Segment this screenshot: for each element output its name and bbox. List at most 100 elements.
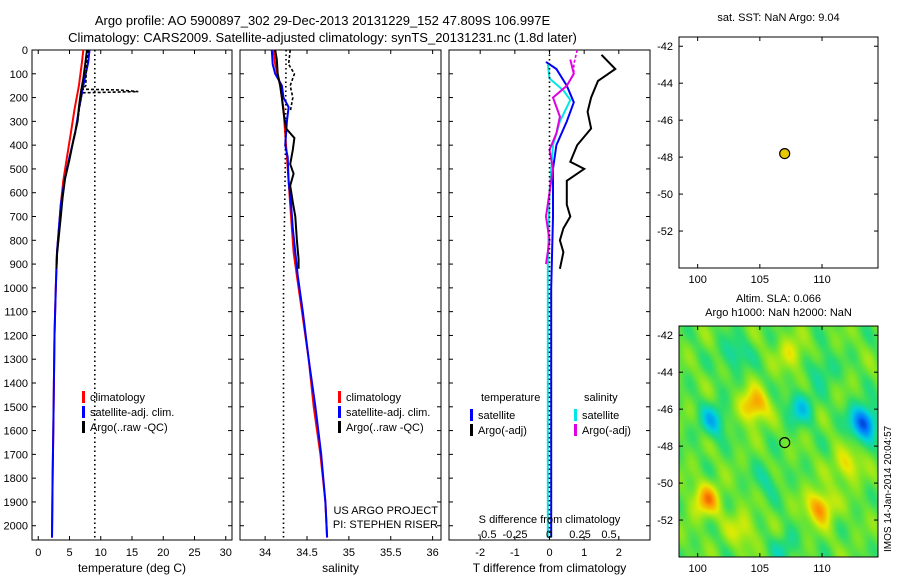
- x-axis-label: temperature (deg C): [78, 561, 186, 575]
- panel-difference: -2 -1 0 1 2 T difference from climatology temp…: [448, 49, 651, 575]
- legend-label: satellite: [478, 410, 515, 422]
- x-tick-label: 0: [546, 547, 552, 559]
- legend-label: satellite-adj. clim.: [346, 407, 430, 419]
- depth-tick-label: 2000: [4, 521, 28, 533]
- legend-swatch: [82, 391, 85, 403]
- project-annotation: PI: STEPHEN RISER: [333, 519, 438, 531]
- map-title: Altim. SLA: 0.066: [736, 293, 821, 305]
- depth-tick-label: 300: [10, 116, 28, 128]
- lon-tick-label: 105: [751, 563, 769, 575]
- depth-tick-label: 1200: [4, 330, 28, 342]
- lat-tick-label: -42: [657, 41, 673, 53]
- lat-tick-label: -42: [657, 330, 673, 342]
- sla-heatmap: [679, 326, 878, 557]
- x-tick-label: 5: [66, 547, 72, 559]
- depth-tick-label: 1500: [4, 402, 28, 414]
- depth-tick-label: 800: [10, 235, 28, 247]
- location_sla-axes-box: [678, 325, 879, 558]
- float-location-marker: [779, 436, 791, 449]
- series-line: [282, 49, 287, 538]
- legend-title: temperature: [481, 392, 540, 404]
- series-line: [76, 49, 139, 122]
- legend-label: Argo(..raw -QC): [346, 422, 424, 434]
- lat-tick-label: -52: [657, 226, 673, 238]
- lat-tick-label: -44: [657, 367, 673, 379]
- legend-swatch: [574, 409, 577, 421]
- series-line: [274, 49, 300, 269]
- x-tick-label: -2: [475, 547, 485, 559]
- x-tick-label: 10: [95, 547, 107, 559]
- series-line: [572, 49, 578, 74]
- depth-tick-label: 1800: [4, 473, 28, 485]
- imos-timestamp: IMOS 14-Jan-2014 20:04:57: [883, 425, 894, 552]
- depth-tick-label: 200: [10, 93, 28, 105]
- series-line: [544, 59, 575, 265]
- x-axis-label: T difference from climatology: [473, 561, 627, 575]
- legend-label: Argo(-adj): [478, 425, 527, 437]
- legend-swatch: [338, 391, 341, 403]
- x-tick-label: 0: [35, 547, 41, 559]
- depth-tick-label: 600: [10, 188, 28, 200]
- location_sst-axes-box: [678, 36, 879, 269]
- legend-title: salinity: [584, 392, 618, 404]
- series-line: [270, 49, 329, 538]
- lat-tick-label: -48: [657, 152, 673, 164]
- series-line: [558, 54, 617, 270]
- depth-tick-label: 900: [10, 259, 28, 271]
- top-tick-label: 0.25: [569, 529, 590, 541]
- depth-tick-label: 0: [22, 45, 28, 57]
- depth-tick-label: 1700: [4, 449, 28, 461]
- panel-location_sla: 100 105 110 -42 -44 -46 -48 -50 -52 Altim. SLA: 0…: [657, 293, 879, 575]
- depth-tick-label: 100: [10, 69, 28, 81]
- legend-swatch: [82, 421, 85, 433]
- top-tick-label: -0.25: [502, 529, 527, 541]
- x-tick-label: 20: [157, 547, 169, 559]
- lon-tick-label: 105: [751, 274, 769, 286]
- x-tick-label: -1: [510, 547, 520, 559]
- depth-tick-label: 500: [10, 164, 28, 176]
- legend-label: Argo(-adj): [582, 425, 631, 437]
- legend-label: satellite-adj. clim.: [90, 407, 174, 419]
- series-line: [55, 49, 88, 269]
- salinity-axes-box: [239, 49, 442, 541]
- lon-tick-label: 110: [813, 274, 831, 286]
- series-line: [287, 49, 296, 112]
- x-tick-label: 15: [126, 547, 138, 559]
- top-tick-label: -0.5: [478, 529, 497, 541]
- legend-swatch: [82, 406, 85, 418]
- legend-swatch: [470, 409, 473, 421]
- depth-tick-label: 1900: [4, 497, 28, 509]
- x-tick-label: 2: [616, 547, 622, 559]
- legend-swatch: [338, 421, 341, 433]
- lat-tick-label: -52: [657, 515, 673, 527]
- x-tick-label: 25: [188, 547, 200, 559]
- lat-tick-label: -50: [657, 189, 673, 201]
- x-tick-label: 35: [343, 547, 355, 559]
- lat-tick-label: -46: [657, 115, 673, 127]
- project-annotation: US ARGO PROJECT: [333, 505, 438, 517]
- top-axis-label: S difference from climatology: [479, 514, 621, 526]
- x-tick-label: 1: [581, 547, 587, 559]
- x-tick-label: 34.5: [296, 547, 317, 559]
- lat-tick-label: -48: [657, 441, 673, 453]
- panel-location_sst: 100 105 110 -42 -44 -46 -48 -50 -52 sat. SST: NaN…: [657, 12, 879, 286]
- lat-tick-label: -50: [657, 478, 673, 490]
- figure-title-line-1: Argo profile: AO 5900897_302 29-Dec-2013…: [94, 13, 551, 28]
- float-location-marker: [779, 147, 791, 160]
- lon-tick-label: 100: [688, 563, 706, 575]
- lon-tick-label: 100: [688, 274, 706, 286]
- depth-tick-label: 1300: [4, 354, 28, 366]
- legend-label: climatology: [346, 392, 402, 404]
- legend-swatch: [470, 424, 473, 436]
- depth-tick-label: 400: [10, 140, 28, 152]
- x-tick-label: 36: [427, 547, 439, 559]
- map-title: sat. SST: NaN Argo: 9.04: [717, 12, 839, 24]
- top-tick-label: 0: [546, 529, 552, 541]
- map-title: Argo h1000: NaN h2000: NaN: [705, 307, 852, 319]
- depth-tick-label: 1100: [4, 307, 28, 319]
- x-tick-label: 30: [220, 547, 232, 559]
- depth-tick-label: 1400: [4, 378, 28, 390]
- x-tick-label: 35.5: [380, 547, 401, 559]
- series-line: [545, 61, 575, 538]
